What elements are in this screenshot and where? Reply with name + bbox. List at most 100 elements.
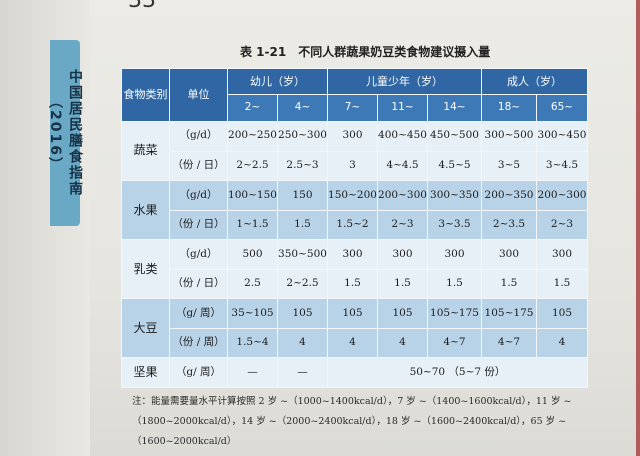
table-cell: 300 bbox=[327, 120, 378, 152]
table-cell: 300~350 bbox=[427, 180, 482, 211]
row-category: 大豆 bbox=[121, 298, 170, 359]
row-category: 水果 bbox=[121, 180, 170, 241]
table-cell: 4.5~5 bbox=[427, 150, 482, 182]
table-cell: — bbox=[227, 357, 278, 388]
table-cell: 2~3.5 bbox=[481, 209, 537, 241]
table-cell: 300 bbox=[327, 239, 378, 270]
row-category: 乳类 bbox=[121, 239, 170, 300]
header-age: 14~ bbox=[427, 94, 482, 122]
table-cell: 4 bbox=[327, 327, 378, 359]
table-cell: 105~175 bbox=[481, 298, 537, 329]
table-footnote: 注：能量需要量水平计算按照 2 岁 ~（1000~1400kcal/d），7 岁… bbox=[132, 392, 602, 452]
table-cell: 300 bbox=[536, 239, 588, 270]
table-cell: 35~105 bbox=[227, 298, 278, 329]
table-cell: 2.5~3 bbox=[277, 150, 328, 182]
header-age: 4~ bbox=[277, 94, 328, 122]
row-unit: （份 / 日） bbox=[169, 150, 228, 182]
header-youth: 儿童少年（岁） bbox=[327, 67, 482, 96]
table-cell: 2~3 bbox=[536, 209, 588, 241]
table-cell: 4~7 bbox=[481, 327, 537, 359]
table-cell: 1.5 bbox=[536, 268, 588, 300]
row-unit: （g/ 周） bbox=[169, 357, 228, 388]
table-cell: 300~450 bbox=[536, 120, 588, 152]
table-row: 水果 （g/d） 100~150 150 150~200 200~300 300… bbox=[121, 180, 588, 241]
table-cell: 1.5 bbox=[377, 268, 428, 300]
chapter-side-tab: 中国居民膳食指南（2016） bbox=[47, 40, 83, 226]
header-children: 幼儿（岁） bbox=[227, 67, 328, 96]
table-cell: 4 bbox=[536, 327, 588, 359]
table-cell: 1.5 bbox=[481, 268, 537, 300]
table-title: 表 1-21 不同人群蔬果奶豆类食物建议摄入量 bbox=[240, 45, 491, 59]
table-cell: 150 bbox=[277, 180, 328, 211]
food-intake-table: 食物类别 单位 幼儿（岁） 儿童少年（岁） 成人（岁） 2~ 4~ 7~ 11~… bbox=[121, 67, 588, 388]
header-category: 食物类别 bbox=[121, 68, 170, 122]
row-category: 坚果 bbox=[121, 357, 170, 388]
header-age: 7~ bbox=[327, 94, 378, 122]
row-unit: （g/d） bbox=[169, 180, 228, 211]
table-cell: 4~4.5 bbox=[377, 150, 428, 182]
table-row: 蔬菜 （g/d） 200~250 250~300 300 400~450 450… bbox=[121, 120, 588, 182]
table-cell: 2~2.5 bbox=[227, 150, 278, 182]
table-cell: 3 bbox=[327, 150, 378, 182]
side-tab-label: 中国居民膳食指南（2016） bbox=[47, 69, 83, 197]
row-unit: （g/ 周） bbox=[169, 298, 228, 329]
table-cell: 3~3.5 bbox=[427, 209, 482, 241]
row-unit: （g/d） bbox=[169, 239, 228, 270]
table-cell: 500 bbox=[227, 239, 278, 270]
table-cell: 2~3 bbox=[377, 209, 428, 241]
table-cell-merged: 50~70 （5~7 份） bbox=[327, 357, 588, 388]
table-cell: 250~300 bbox=[277, 120, 328, 152]
table-cell: 300 bbox=[481, 239, 537, 270]
table-cell: 1.5 bbox=[327, 268, 378, 300]
table-cell: 200~300 bbox=[536, 180, 588, 211]
table-cell: 105~175 bbox=[427, 298, 482, 329]
table-cell: 105 bbox=[377, 298, 428, 329]
header-age: 2~ bbox=[227, 94, 278, 122]
table-cell: 400~450 bbox=[377, 120, 428, 152]
table-cell: 450~500 bbox=[427, 120, 482, 152]
table-cell: 105 bbox=[327, 298, 378, 329]
table-cell: 4 bbox=[277, 327, 328, 359]
table-row: （份 / 日） 2.5 2~2.5 1.5 1.5 1.5 1.5 1.5 bbox=[122, 268, 588, 300]
table-cell: 105 bbox=[277, 298, 328, 329]
table-cell: 2~2.5 bbox=[277, 268, 328, 300]
table-cell: 3~5 bbox=[481, 150, 537, 182]
table-cell: 300~500 bbox=[481, 120, 537, 152]
table-row: 坚果 （g/ 周） — — 50~70 （5~7 份） bbox=[121, 357, 588, 388]
table-cell: 3~4.5 bbox=[536, 150, 588, 182]
header-unit: 单位 bbox=[169, 68, 228, 122]
table-cell: 1.5 bbox=[277, 209, 328, 241]
table-cell: 350~500 bbox=[277, 239, 328, 270]
table-row: （份 / 日） 2~2.5 2.5~3 3 4~4.5 4.5~5 3~5 3~… bbox=[122, 150, 588, 182]
footnote-line: 注：能量需要量水平计算按照 2 岁 ~（1000~1400kcal/d），7 岁… bbox=[132, 396, 572, 407]
table-cell: 300 bbox=[377, 239, 428, 270]
row-category: 蔬菜 bbox=[121, 120, 170, 182]
footnote-line: （1800~2000kcal/d），14 岁 ~（2000~2400kcal/d… bbox=[132, 416, 567, 447]
table-cell: 2.5 bbox=[227, 268, 278, 300]
table-cell: 1.5 bbox=[427, 268, 482, 300]
header-age: 18~ bbox=[481, 94, 537, 122]
table-row: 大豆 （g/ 周） 35~105 105 105 105 105~175 105… bbox=[121, 298, 588, 359]
page-number: 33 bbox=[128, 0, 156, 13]
table-row: （份 / 周） 1.5~4 4 4 4 4~7 4~7 4 bbox=[122, 327, 588, 359]
table-cell: 200~250 bbox=[227, 120, 278, 152]
row-unit: （g/d） bbox=[169, 120, 228, 152]
table-row: 乳类 （g/d） 500 350~500 300 300 300 300 300 bbox=[121, 239, 588, 300]
table-cell: 300 bbox=[427, 239, 482, 270]
row-unit: （份 / 日） bbox=[169, 268, 228, 300]
row-unit: （份 / 周） bbox=[169, 327, 228, 359]
header-age: 65~ bbox=[536, 94, 588, 122]
table-cell: 4 bbox=[377, 327, 428, 359]
table-cell: 1.5~2 bbox=[327, 209, 378, 241]
table-cell: 150~200 bbox=[327, 180, 378, 211]
table-cell: — bbox=[277, 357, 328, 388]
header-age: 11~ bbox=[377, 94, 428, 122]
table-cell: 200~350 bbox=[481, 180, 537, 211]
table-cell: 4~7 bbox=[427, 327, 482, 359]
table-cell: 200~300 bbox=[377, 180, 428, 211]
table-row: （份 / 日） 1~1.5 1.5 1.5~2 2~3 3~3.5 2~3.5 … bbox=[122, 209, 588, 241]
table-cell: 1~1.5 bbox=[227, 209, 278, 241]
table-cell: 100~150 bbox=[227, 180, 278, 211]
row-unit: （份 / 日） bbox=[169, 209, 228, 241]
